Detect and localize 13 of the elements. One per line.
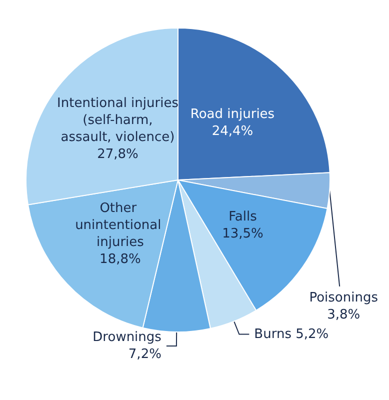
slice-label: Intentional injuries (self-harm, assault, violence)	[57, 96, 179, 145]
slice-label: Poisonings	[309, 290, 378, 306]
slice-label: Drownings	[92, 330, 162, 345]
data-label: 27,8%	[97, 146, 138, 162]
data-label: 18,8%	[100, 252, 141, 267]
data-label: 7,2%	[128, 346, 162, 362]
slice-label: Burns 5,2%	[254, 326, 329, 342]
slice-label: Falls	[228, 209, 258, 224]
slice-label: Other unintentional injuries	[75, 200, 166, 250]
data-label: 13,5%	[222, 226, 264, 242]
data-label: 3,8%	[327, 307, 360, 322]
slice-label: Road injuries	[190, 106, 275, 122]
data-label: 24,4%	[212, 124, 254, 139]
